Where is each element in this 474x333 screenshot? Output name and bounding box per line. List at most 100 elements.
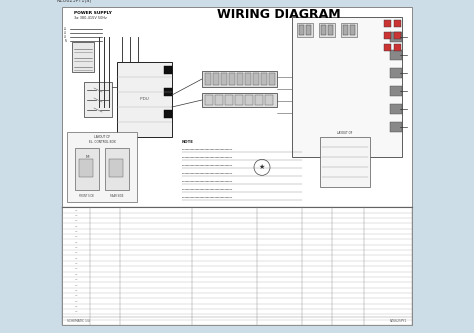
Text: N: N <box>65 39 67 43</box>
Bar <box>109 159 123 177</box>
Bar <box>0 0 474 7</box>
Bar <box>245 95 253 105</box>
Text: —: — <box>75 219 77 223</box>
Bar <box>117 62 172 137</box>
Bar <box>394 20 401 27</box>
Bar <box>319 23 335 37</box>
Bar <box>79 159 93 177</box>
Bar <box>390 32 402 42</box>
Text: ────────────────────────────────────────: ──────────────────────────────────────── <box>182 181 232 182</box>
Text: —: — <box>75 208 77 212</box>
Bar <box>390 68 402 78</box>
Text: L1: L1 <box>64 27 67 31</box>
Bar <box>202 93 277 107</box>
Bar <box>321 25 326 35</box>
Bar <box>390 50 402 60</box>
Text: —: — <box>75 251 77 255</box>
Bar <box>205 95 213 105</box>
Text: —: — <box>75 310 77 314</box>
Bar <box>164 110 172 118</box>
Text: ────────────────────────────────────────: ──────────────────────────────────────── <box>182 173 232 174</box>
Text: —: — <box>75 294 77 298</box>
Bar <box>299 25 304 35</box>
Bar <box>390 122 402 132</box>
Text: —: — <box>75 240 77 244</box>
Text: —: — <box>75 288 77 292</box>
Bar <box>255 95 263 105</box>
Text: ★: ★ <box>259 165 265 170</box>
Bar <box>261 73 267 85</box>
Bar <box>394 44 401 51</box>
Text: WIRING DIAGRAM: WIRING DIAGRAM <box>217 9 341 22</box>
Text: —: — <box>75 299 77 303</box>
Text: 3ø 380-415V 50Hz: 3ø 380-415V 50Hz <box>74 16 107 20</box>
Bar <box>67 132 137 202</box>
Bar <box>265 95 273 105</box>
Bar <box>202 71 277 87</box>
Bar <box>97 167 112 187</box>
Text: —: — <box>75 277 77 281</box>
Text: EL. CONTROL BOX: EL. CONTROL BOX <box>89 140 115 144</box>
Bar <box>62 7 412 325</box>
Text: —: — <box>75 256 77 260</box>
Text: RZU625PY1: RZU625PY1 <box>390 319 407 323</box>
Bar <box>253 73 259 85</box>
Bar <box>205 73 211 85</box>
Bar <box>390 86 402 96</box>
Text: FRONT SIDE: FRONT SIDE <box>80 194 94 198</box>
Text: ────────────────────────────────────────: ──────────────────────────────────────── <box>182 157 232 158</box>
Bar <box>306 25 311 35</box>
Text: POWER SUPPLY: POWER SUPPLY <box>74 11 112 15</box>
Text: L2: L2 <box>64 31 67 35</box>
Text: LAYOUT OF: LAYOUT OF <box>337 131 353 135</box>
Bar <box>105 148 129 190</box>
Bar <box>221 73 227 85</box>
Text: ────────────────────────────────────────: ──────────────────────────────────────── <box>182 189 232 190</box>
Text: ────────────────────────────────────────: ──────────────────────────────────────── <box>182 149 232 150</box>
Bar <box>164 66 172 74</box>
Text: M: M <box>85 155 89 159</box>
Bar <box>341 23 357 37</box>
Bar <box>412 0 474 333</box>
Bar <box>72 42 94 72</box>
Text: —: — <box>75 224 77 228</box>
Text: —: — <box>75 283 77 287</box>
Bar <box>328 25 333 35</box>
Bar <box>384 44 391 51</box>
Text: IPDU: IPDU <box>140 98 149 102</box>
Bar <box>350 25 355 35</box>
Bar <box>390 104 402 114</box>
Bar <box>229 73 235 85</box>
Text: —: — <box>75 235 77 239</box>
Text: —: — <box>75 261 77 265</box>
Text: —: — <box>75 229 77 233</box>
Text: SCHEMATIC 1/4: SCHEMATIC 1/4 <box>67 319 90 323</box>
Text: —: — <box>75 267 77 271</box>
Bar <box>215 95 223 105</box>
Text: NOTE: NOTE <box>182 140 194 144</box>
Bar <box>0 0 62 333</box>
Text: —: — <box>75 213 77 217</box>
Bar <box>394 32 401 39</box>
Text: —: — <box>75 245 77 249</box>
Bar <box>84 82 112 117</box>
Bar <box>75 148 99 190</box>
Text: L3: L3 <box>64 35 67 39</box>
Text: —: — <box>75 272 77 276</box>
Bar <box>297 23 313 37</box>
Text: REAR SIDE: REAR SIDE <box>110 194 124 198</box>
Bar <box>225 95 233 105</box>
Bar <box>164 88 172 96</box>
Bar <box>269 73 275 85</box>
Bar <box>245 73 251 85</box>
Bar <box>292 17 402 157</box>
Text: LAYOUT OF: LAYOUT OF <box>94 135 110 139</box>
Bar <box>237 73 243 85</box>
Text: —: — <box>75 304 77 308</box>
Text: RZU625PY1(a): RZU625PY1(a) <box>57 0 92 3</box>
Bar <box>213 73 219 85</box>
Bar <box>384 32 391 39</box>
Bar <box>235 95 243 105</box>
Text: ────────────────────────────────────────: ──────────────────────────────────────── <box>182 197 232 198</box>
Bar <box>320 137 370 187</box>
